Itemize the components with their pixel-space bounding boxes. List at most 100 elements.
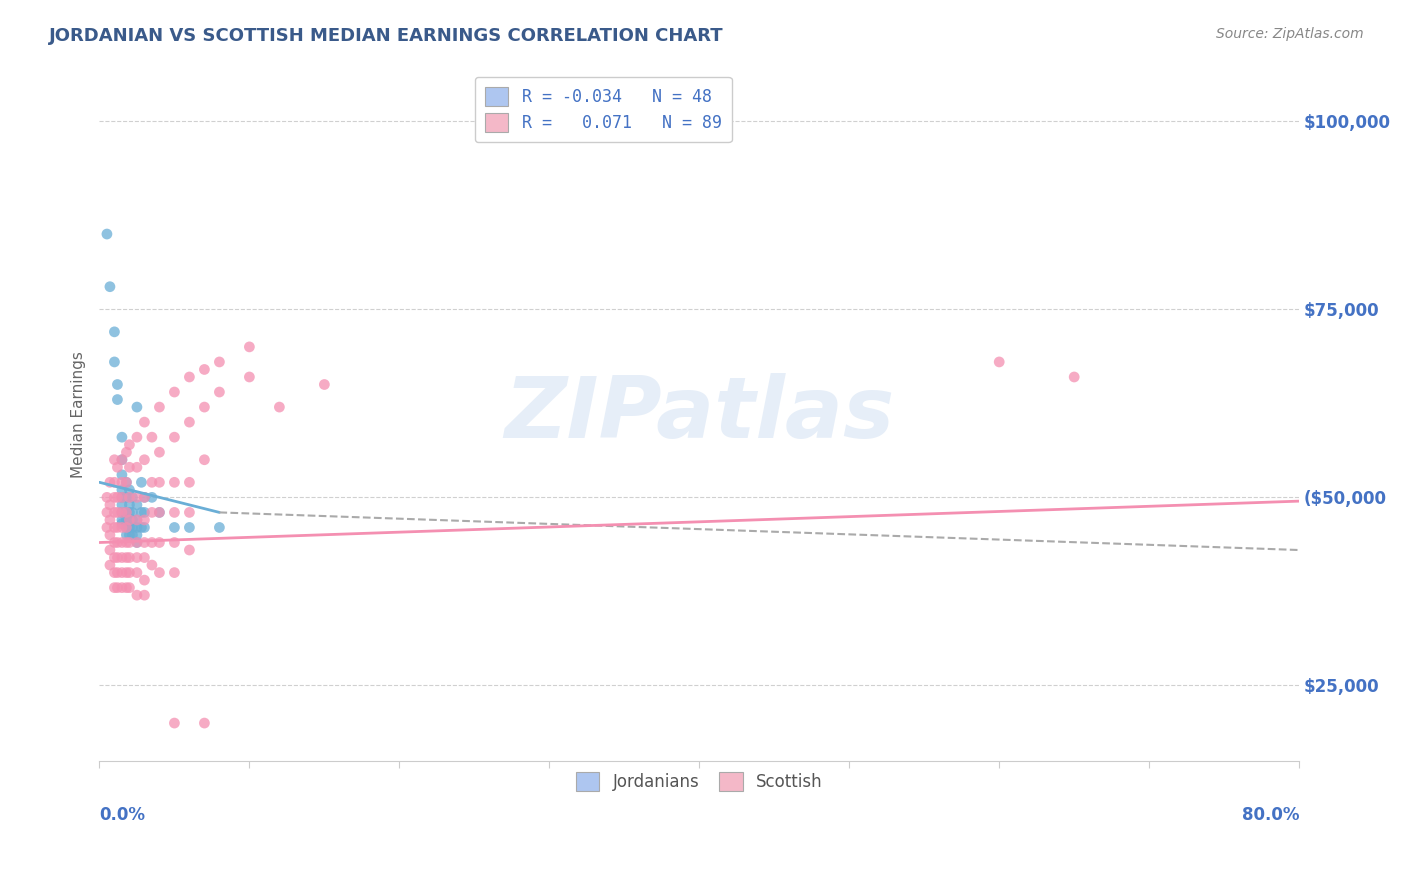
Point — [111, 505, 134, 519]
Point — [96, 520, 118, 534]
Point — [111, 535, 134, 549]
Point — [125, 513, 148, 527]
Point — [118, 438, 141, 452]
Point — [148, 445, 170, 459]
Point — [111, 452, 134, 467]
Point — [134, 535, 156, 549]
Point — [107, 566, 129, 580]
Point — [107, 535, 129, 549]
Point — [163, 430, 186, 444]
Point — [103, 581, 125, 595]
Point — [179, 415, 201, 429]
Point — [111, 513, 134, 527]
Point — [125, 528, 148, 542]
Point — [111, 491, 134, 505]
Point — [238, 370, 260, 384]
Point — [118, 528, 141, 542]
Point — [115, 513, 138, 527]
Point — [118, 505, 141, 519]
Point — [131, 520, 153, 534]
Point — [208, 520, 231, 534]
Point — [115, 520, 138, 534]
Text: JORDANIAN VS SCOTTISH MEDIAN EARNINGS CORRELATION CHART: JORDANIAN VS SCOTTISH MEDIAN EARNINGS CO… — [49, 27, 724, 45]
Point — [115, 491, 138, 505]
Point — [111, 520, 134, 534]
Point — [98, 528, 121, 542]
Point — [121, 505, 143, 519]
Point — [163, 520, 186, 534]
Point — [118, 550, 141, 565]
Y-axis label: Median Earnings: Median Earnings — [72, 351, 86, 478]
Point — [118, 566, 141, 580]
Point — [125, 460, 148, 475]
Point — [98, 498, 121, 512]
Point — [125, 491, 148, 505]
Point — [103, 535, 125, 549]
Point — [134, 513, 156, 527]
Point — [134, 415, 156, 429]
Point — [103, 550, 125, 565]
Point — [111, 566, 134, 580]
Point — [163, 384, 186, 399]
Point — [148, 505, 170, 519]
Point — [115, 475, 138, 490]
Point — [111, 550, 134, 565]
Point — [148, 566, 170, 580]
Point — [134, 491, 156, 505]
Point — [125, 550, 148, 565]
Point — [1063, 370, 1085, 384]
Point — [125, 430, 148, 444]
Point — [125, 520, 148, 534]
Point — [115, 535, 138, 549]
Point — [125, 535, 148, 549]
Point — [148, 400, 170, 414]
Point — [179, 520, 201, 534]
Point — [107, 491, 129, 505]
Point — [111, 498, 134, 512]
Point — [238, 340, 260, 354]
Point — [107, 581, 129, 595]
Point — [111, 475, 134, 490]
Point — [121, 513, 143, 527]
Point — [125, 588, 148, 602]
Point — [125, 400, 148, 414]
Point — [118, 491, 141, 505]
Point — [96, 491, 118, 505]
Point — [134, 491, 156, 505]
Point — [118, 513, 141, 527]
Point — [96, 505, 118, 519]
Point — [163, 566, 186, 580]
Point — [115, 528, 138, 542]
Point — [193, 452, 215, 467]
Point — [141, 535, 163, 549]
Point — [179, 475, 201, 490]
Point — [134, 573, 156, 587]
Point — [125, 566, 148, 580]
Point — [103, 520, 125, 534]
Legend: Jordanians, Scottish: Jordanians, Scottish — [567, 762, 832, 801]
Point — [208, 355, 231, 369]
Point — [179, 543, 201, 558]
Point — [134, 520, 156, 534]
Point — [193, 716, 215, 731]
Point — [107, 505, 129, 519]
Point — [118, 513, 141, 527]
Point — [98, 558, 121, 572]
Point — [148, 475, 170, 490]
Point — [141, 430, 163, 444]
Point — [107, 550, 129, 565]
Point — [141, 475, 163, 490]
Text: ZIPatlas: ZIPatlas — [505, 373, 894, 456]
Point — [115, 505, 138, 519]
Point — [107, 377, 129, 392]
Point — [115, 445, 138, 459]
Point — [111, 491, 134, 505]
Point — [103, 566, 125, 580]
Point — [121, 520, 143, 534]
Point — [115, 581, 138, 595]
Point — [115, 520, 138, 534]
Text: Source: ZipAtlas.com: Source: ZipAtlas.com — [1216, 27, 1364, 41]
Point — [134, 505, 156, 519]
Point — [103, 325, 125, 339]
Point — [134, 550, 156, 565]
